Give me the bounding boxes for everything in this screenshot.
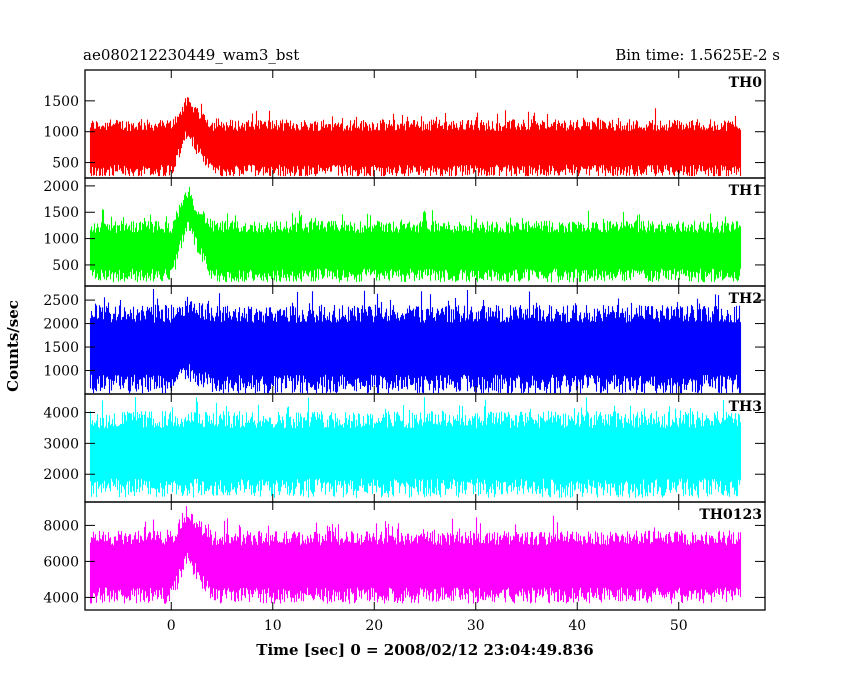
panel-th1: 500 1000 1500 2000 TH1 — [43, 177, 766, 287]
figure-title: ae080212230449_wam3_bst — [83, 46, 299, 64]
y-tick-label: 1000 — [43, 364, 79, 380]
panel-label: TH3 — [729, 399, 762, 415]
y-tick-label: 500 — [52, 156, 79, 172]
x-tick-label: 40 — [568, 618, 586, 634]
panel-th3: 2000 3000 4000 TH3 — [43, 393, 766, 503]
y-tick-label: 4000 — [43, 590, 79, 606]
y-tick-label: 6000 — [43, 554, 79, 570]
panel-th0: 500 1000 1500 TH0 — [43, 69, 766, 179]
x-tick-label: 10 — [264, 618, 282, 634]
y-tick-label: 8000 — [43, 518, 79, 534]
series-th0123 — [89, 506, 742, 604]
y-tick-label: 3000 — [43, 436, 79, 452]
y-axis-label: Counts/sec — [4, 300, 22, 392]
y-tick-label: 1000 — [43, 125, 79, 141]
y-tick-label: 2000 — [43, 467, 79, 483]
x-tick-label: 20 — [365, 618, 383, 634]
x-tick-label: 0 — [167, 618, 176, 634]
panel-label: TH0 — [729, 75, 763, 91]
y-tick-label: 500 — [52, 258, 79, 274]
series-th2 — [89, 289, 742, 394]
y-tick-label: 2000 — [43, 317, 79, 333]
y-tick-label: 1000 — [43, 232, 79, 248]
x-axis-label: Time [sec] 0 = 2008/02/12 23:04:49.836 — [256, 641, 593, 659]
y-tick-label: 1500 — [43, 340, 79, 356]
panel-th0123: 4000 6000 8000 TH0123 — [43, 501, 766, 611]
series-th0 — [89, 97, 742, 177]
x-axis: 0 10 20 30 40 50 — [167, 618, 688, 634]
bin-time-label: Bin time: 1.5625E-2 s — [615, 46, 780, 64]
y-tick-label: 2500 — [43, 293, 79, 309]
y-tick-label: 4000 — [43, 406, 79, 422]
y-tick-label: 1500 — [43, 94, 79, 110]
panel-th2: 1000 1500 2000 2500 TH2 — [43, 285, 766, 395]
panels: 500 1000 1500 TH0 500 1000 1500 2000 TH1 1000 1500… — [43, 69, 766, 611]
x-tick-label: 30 — [467, 618, 485, 634]
panel-label: TH0123 — [699, 507, 762, 523]
y-tick-label: 2000 — [43, 179, 79, 195]
x-tick-label: 50 — [670, 618, 688, 634]
panel-frame — [84, 501, 766, 611]
panel-label: TH2 — [729, 291, 762, 307]
panel-label: TH1 — [729, 183, 762, 199]
series-th3 — [89, 397, 742, 498]
series-th1 — [89, 187, 742, 283]
y-tick-label: 1500 — [43, 205, 79, 221]
